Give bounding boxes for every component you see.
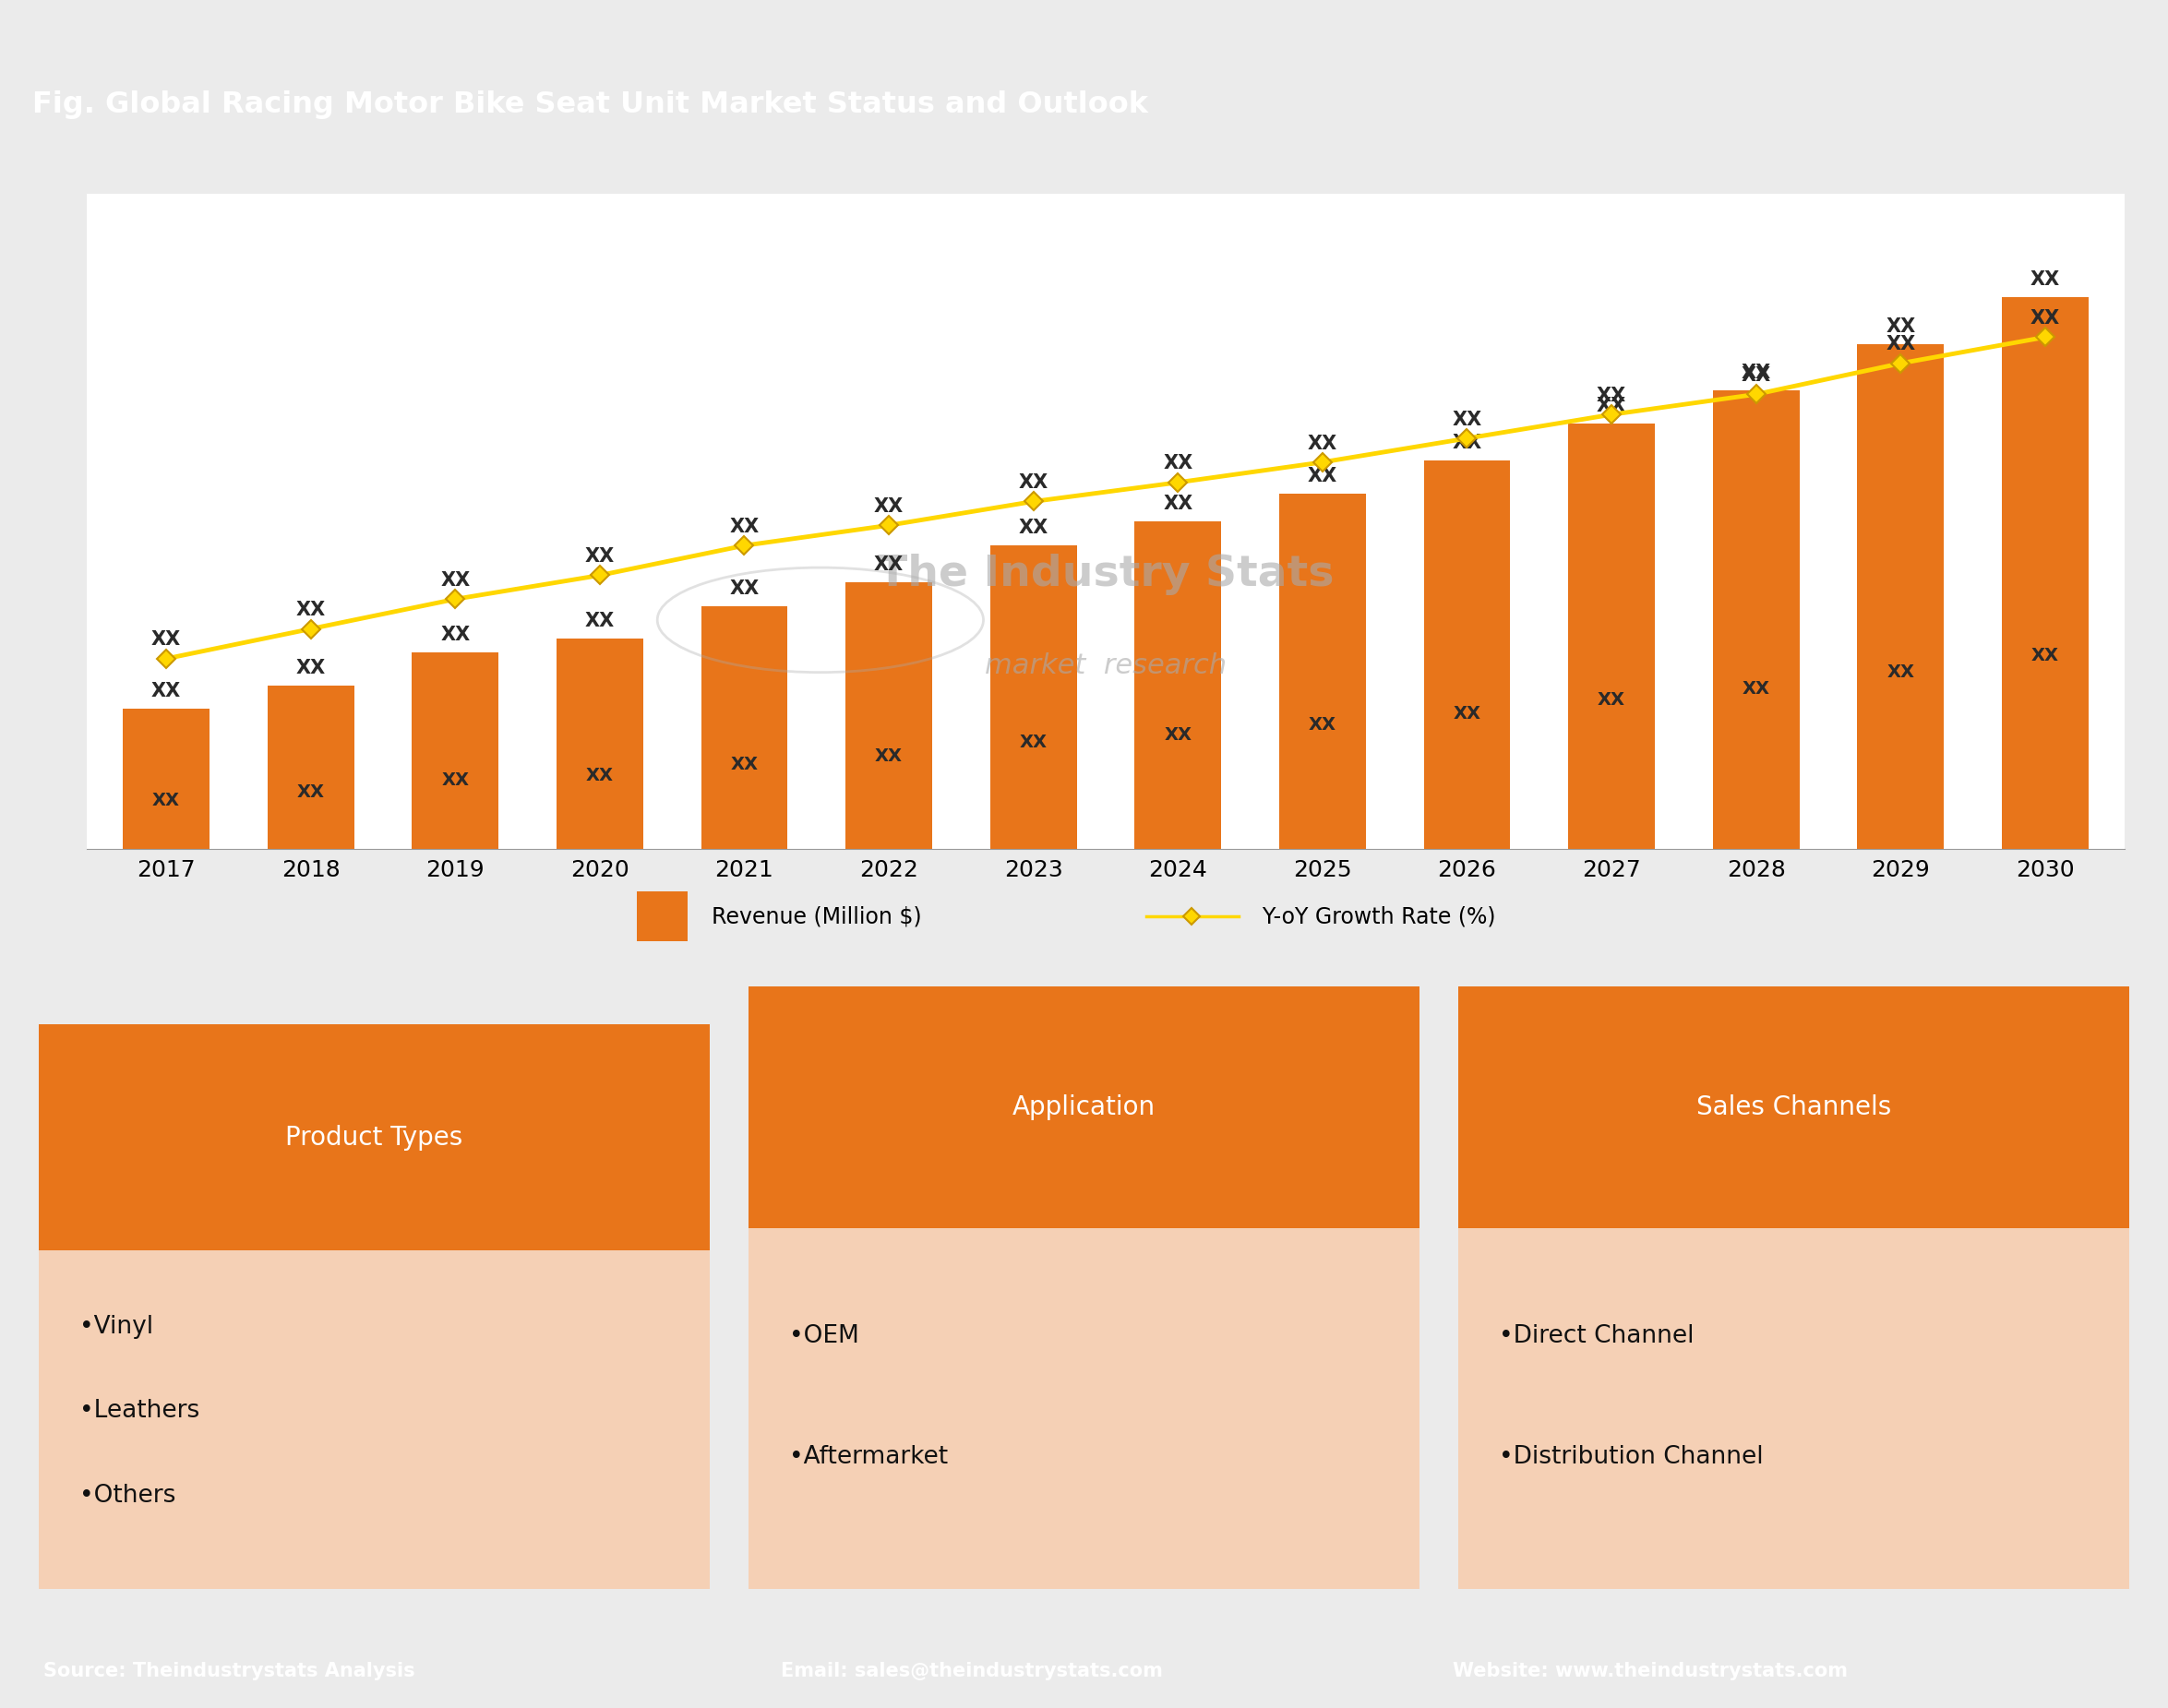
Text: XX: XX <box>1596 386 1626 405</box>
Bar <box>700 606 787 849</box>
Bar <box>557 639 644 849</box>
Text: XX: XX <box>295 659 325 676</box>
Text: Website: www.theindustrystats.com: Website: www.theindustrystats.com <box>1453 1662 1847 1681</box>
Bar <box>748 1228 1420 1588</box>
Text: XX: XX <box>440 570 470 589</box>
Text: XX: XX <box>1307 434 1338 453</box>
Text: XX: XX <box>1596 396 1626 415</box>
Text: XX: XX <box>1164 726 1192 743</box>
Text: XX: XX <box>2029 309 2060 328</box>
Text: Source: Theindustrystats Analysis: Source: Theindustrystats Analysis <box>43 1662 414 1681</box>
Text: XX: XX <box>585 547 616 565</box>
Bar <box>1858 343 1945 849</box>
Text: XX: XX <box>2029 270 2060 289</box>
Text: XX: XX <box>440 625 470 644</box>
Text: XX: XX <box>1162 495 1192 514</box>
Text: XX: XX <box>876 746 902 765</box>
Text: XX: XX <box>1741 366 1771 384</box>
Text: XX: XX <box>1019 734 1047 752</box>
Bar <box>1424 461 1511 849</box>
Text: •Vinyl: •Vinyl <box>80 1315 154 1339</box>
Text: XX: XX <box>1453 410 1483 429</box>
Bar <box>846 582 932 849</box>
Text: XX: XX <box>1886 318 1917 335</box>
Text: XX: XX <box>1886 664 1914 681</box>
Bar <box>991 545 1077 849</box>
Text: •Others: •Others <box>80 1484 176 1508</box>
Bar <box>1713 391 1799 849</box>
Text: XX: XX <box>1453 434 1483 453</box>
Text: Y-oY Growth Rate (%): Y-oY Growth Rate (%) <box>1249 905 1496 927</box>
Text: XX: XX <box>874 555 904 574</box>
Text: The Industry Stats: The Industry Stats <box>878 553 1333 594</box>
Text: Application: Application <box>1012 1095 1156 1120</box>
Bar <box>637 892 687 941</box>
Bar <box>1459 987 2129 1228</box>
Bar <box>39 1250 709 1588</box>
Text: XX: XX <box>1019 473 1049 492</box>
Text: XX: XX <box>152 791 180 810</box>
Bar <box>1134 521 1221 849</box>
Text: •Leathers: •Leathers <box>80 1399 199 1423</box>
Text: Product Types: Product Types <box>286 1124 464 1149</box>
Bar <box>748 987 1420 1228</box>
Text: XX: XX <box>585 767 614 784</box>
Text: XX: XX <box>1743 680 1769 697</box>
Text: market  research: market research <box>984 652 1227 680</box>
Text: XX: XX <box>874 497 904 516</box>
Bar <box>39 1025 709 1250</box>
Text: XX: XX <box>585 611 616 630</box>
Text: XX: XX <box>1886 335 1917 354</box>
Text: •Distribution Channel: •Distribution Channel <box>1498 1445 1763 1469</box>
Text: XX: XX <box>297 784 325 801</box>
Text: XX: XX <box>728 579 759 598</box>
Text: XX: XX <box>442 772 468 789</box>
Text: XX: XX <box>728 518 759 536</box>
Text: XX: XX <box>152 681 182 700</box>
Text: XX: XX <box>2031 647 2060 664</box>
Bar <box>1459 1228 2129 1588</box>
Text: XX: XX <box>295 601 325 620</box>
Text: XX: XX <box>731 755 759 772</box>
Text: XX: XX <box>1307 466 1338 485</box>
Text: Email: sales@theindustrystats.com: Email: sales@theindustrystats.com <box>780 1662 1162 1681</box>
Text: XX: XX <box>1019 518 1049 536</box>
Text: XX: XX <box>1309 716 1335 733</box>
Bar <box>1279 494 1366 849</box>
Text: Revenue (Million $): Revenue (Million $) <box>698 905 921 927</box>
Text: •OEM: •OEM <box>789 1324 859 1348</box>
Text: XX: XX <box>1741 364 1771 383</box>
Text: XX: XX <box>1162 454 1192 473</box>
Bar <box>2001 297 2088 849</box>
Text: Sales Channels: Sales Channels <box>1695 1095 1890 1120</box>
Text: Fig. Global Racing Motor Bike Seat Unit Market Status and Outlook: Fig. Global Racing Motor Bike Seat Unit … <box>33 91 1149 118</box>
Bar <box>267 685 353 849</box>
Bar <box>412 652 499 849</box>
Text: XX: XX <box>152 630 182 649</box>
Text: XX: XX <box>1453 704 1481 722</box>
Text: •Aftermarket: •Aftermarket <box>789 1445 947 1469</box>
Text: XX: XX <box>1598 692 1626 709</box>
Bar <box>1567 424 1654 849</box>
Text: •Direct Channel: •Direct Channel <box>1498 1324 1693 1348</box>
Bar <box>124 709 210 849</box>
